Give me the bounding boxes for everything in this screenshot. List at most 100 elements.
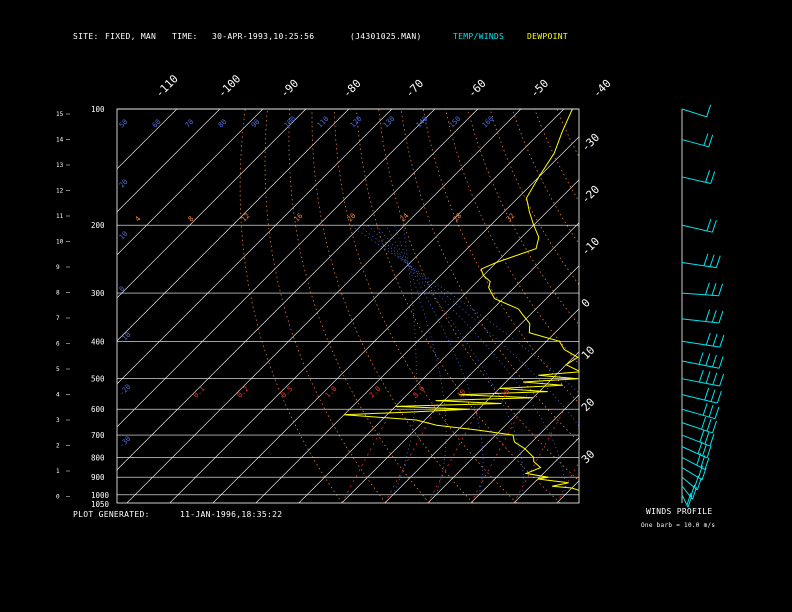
wind-barb-staff [681, 446, 708, 459]
wind-barb-flag [719, 373, 725, 387]
mixing-ratio-label: 0.2 [236, 385, 251, 400]
wind-barb-flag [696, 477, 702, 491]
theta-label: 160 [481, 115, 496, 130]
moist-adiabat-line [349, 224, 579, 394]
dry-adiabat-label: 32 [505, 212, 517, 224]
wind-barb-flag [686, 492, 692, 506]
dry-adiabat-label: 8 [187, 215, 196, 224]
isotherm-label-right: -30 [579, 131, 602, 154]
winds-profile-note: One barb = 10.0 m/s [641, 522, 716, 529]
dry-adiabat-line [378, 109, 579, 482]
theta-label: 70 [184, 118, 196, 130]
height-tick-label: 14 [56, 137, 64, 144]
dry-adiabat-line [646, 109, 792, 503]
dry-adiabat-line [713, 109, 792, 503]
wind-barb-flag [709, 254, 715, 267]
mixing-ratio-label: 2.0 [368, 385, 383, 400]
wind-barb-flag [718, 310, 724, 324]
wind-barb-flag [703, 133, 709, 146]
mixing-ratio-label: 10 [456, 388, 468, 400]
file-name: (J4301025.MAN) [350, 32, 422, 41]
dry-adiabat-label: 20 [346, 212, 358, 224]
theta-label: 110 [316, 115, 331, 130]
dry-adiabat-line [601, 109, 792, 503]
wind-barb-flag [712, 420, 717, 434]
temperature-profile-line [582, 109, 632, 495]
mixing-ratio-label: 1.0 [324, 385, 339, 400]
winds-profile-title: WINDS PROFILE [646, 507, 713, 516]
site-label: SITE: [73, 32, 99, 41]
height-tick-label: 10 [56, 239, 64, 246]
height-tick-label: 15 [56, 111, 64, 118]
moist-adiabat-line [384, 224, 484, 495]
height-tick-label: 4 [56, 392, 60, 399]
dry-adiabat-label: 4 [134, 215, 143, 224]
dry-adiabat-line [779, 109, 792, 503]
moist-adiabat-line [376, 224, 524, 495]
wind-barb-flag [712, 372, 718, 385]
isotherm-line [255, 179, 579, 503]
plot-generated-label: PLOT GENERATED: [73, 510, 150, 519]
height-tick-label: 13 [56, 162, 64, 169]
wind-barb-flag [718, 356, 724, 369]
wind-barb-flag [705, 170, 711, 183]
isotherm-label-right: 30 [579, 448, 598, 467]
wind-barb-flag [704, 457, 710, 470]
dry-adiabat-label: 12 [240, 212, 252, 224]
mixing-ratio-line [600, 409, 651, 503]
height-tick-label: 5 [56, 366, 60, 373]
height-tick-label: 11 [56, 213, 64, 220]
mixing-ratio-line [384, 409, 436, 503]
pressure-tick-label: 1000 [91, 491, 110, 500]
wind-barb-flag [710, 389, 716, 402]
wind-barb-flag [712, 333, 718, 347]
dry-adiabat-label: 28 [452, 212, 464, 224]
isotherm-line [772, 109, 792, 503]
dry-adiabat-line [288, 109, 430, 503]
isotherm-line [117, 109, 307, 299]
moist-adiabat-line [392, 225, 417, 495]
moist-adiabat-line [393, 224, 447, 495]
height-tick-label: 0 [56, 494, 60, 501]
site-value: FIXED, MAN [105, 32, 157, 41]
moist-label: 20 [118, 178, 130, 190]
wind-barb-flag [705, 371, 711, 384]
isotherm-label-top: -90 [278, 77, 301, 100]
dry-adiabats [239, 109, 792, 503]
wind-barb-flag [715, 255, 721, 268]
mixing-ratio-label: 0.1 [192, 385, 207, 400]
dry-adiabat-line [624, 109, 792, 503]
wind-barb-flag [702, 443, 707, 457]
pressure-tick-label: 1050 [91, 500, 110, 509]
isotherm-line [729, 109, 792, 503]
theta-label: 100 [283, 115, 298, 130]
isotherm-line [117, 109, 221, 213]
wind-barb-flag [706, 104, 712, 117]
wind-barb-flag [700, 455, 706, 468]
wind-barb-flag [706, 218, 712, 232]
isotherm-label-top: -50 [528, 77, 551, 100]
dry-adiabat-line [489, 109, 579, 286]
isotherm-line [384, 308, 579, 503]
isotherm-label-top: -110 [153, 72, 181, 100]
wind-barb-flag [703, 253, 709, 266]
wind-barb-flag [702, 403, 708, 416]
wind-barb-flag [705, 332, 711, 346]
pressure-tick-label: 300 [91, 289, 105, 298]
wind-barb-flag [705, 353, 711, 366]
wind-barb-flag [701, 467, 707, 480]
mixing-ratio-line [470, 409, 522, 503]
moist-label: 10 [118, 230, 130, 242]
wind-barb-staff [681, 494, 689, 508]
profiles [344, 109, 632, 495]
legend-temp: TEMP/WINDS [453, 32, 505, 41]
wind-barb-flag [711, 310, 717, 323]
theta-label: 50 [118, 118, 130, 130]
isotherm-label-top: -70 [403, 77, 426, 100]
wind-barb-flag [701, 417, 707, 430]
isotherm-label-right: -20 [579, 183, 602, 206]
isotherm-line [470, 394, 579, 503]
mixing-ratio-label: 0.5 [280, 385, 295, 400]
wind-barb-flag [716, 390, 722, 404]
dry-adiabat-line [239, 109, 343, 503]
